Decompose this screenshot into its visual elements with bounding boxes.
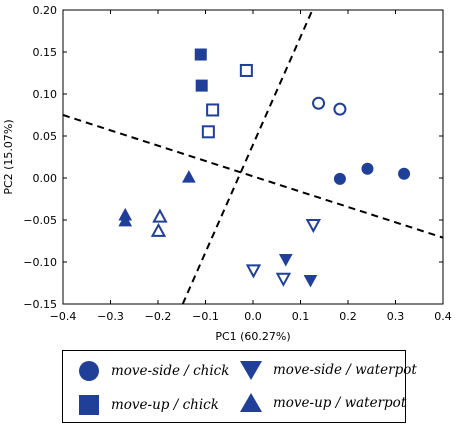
y-tick-label: −0.15 <box>23 298 57 311</box>
open-triangle-down-marker <box>275 272 292 287</box>
open-triangle-down-marker <box>245 264 262 279</box>
legend: move-side / chick move-side / waterpot m… <box>62 350 417 423</box>
legend-item-move-up-waterpot: move-up / waterpot <box>239 391 406 415</box>
filled-square-marker <box>194 48 207 61</box>
legend-item-move-up-chick: move-up / chick <box>77 393 219 417</box>
plot-frame <box>62 9 444 305</box>
ticks-layer: −0.4 −0.3 −0.2 −0.1 0.0 0.1 0.2 0.3 0.4 −0.15 −0.1… <box>23 4 451 323</box>
open-triangle-up-marker <box>150 222 167 237</box>
filled-square-marker <box>195 79 208 92</box>
filled-triangle-up-marker <box>118 213 133 227</box>
y-tick-label: 0.00 <box>33 172 58 185</box>
open-triangle-down-marker <box>305 219 322 234</box>
filled-circle-marker <box>361 162 374 175</box>
legend-item-move-side-waterpot: move-side / waterpot <box>239 358 417 382</box>
scatter-chart: −0.4 −0.3 −0.2 −0.1 0.0 0.1 0.2 0.3 0.4 −0.15 −0.1… <box>2 4 452 343</box>
open-triangle-up-marker <box>152 208 168 223</box>
y-tick-label: 0.20 <box>33 4 58 17</box>
x-tick-label: −0.1 <box>192 310 219 323</box>
y-axis-label: PC2 (15.07%) <box>2 119 15 194</box>
filled-triangle-up-marker <box>182 170 196 183</box>
x-tick-label: −0.3 <box>97 310 124 323</box>
legend-label: move-side / waterpot <box>273 362 417 378</box>
y-tick-label: 0.05 <box>33 130 58 143</box>
open-square-marker <box>239 63 253 77</box>
filled-circle-marker <box>333 172 346 185</box>
y-tick-label: −0.10 <box>23 256 57 269</box>
x-tick-label: −0.2 <box>145 310 172 323</box>
open-square-marker <box>201 125 215 139</box>
filled-square-icon <box>79 395 99 415</box>
x-tick-label: 0.2 <box>339 310 357 323</box>
legend-label: move-up / waterpot <box>273 395 407 411</box>
legend-label: move-side / chick <box>111 363 230 379</box>
x-tick-label: 0.1 <box>292 310 310 323</box>
y-tick-label: 0.15 <box>33 46 58 59</box>
filled-circle-marker <box>398 167 411 180</box>
x-axis-label: PC1 (60.27%) <box>215 330 290 343</box>
open-circle-marker <box>333 102 347 116</box>
legend-label: move-up / chick <box>111 397 219 413</box>
divider-line <box>63 114 443 239</box>
filled-triangle-down-icon <box>240 361 262 380</box>
divider-line <box>181 10 314 304</box>
filled-triangle-down-marker <box>303 274 318 288</box>
data-points <box>118 48 411 288</box>
y-tick-label: −0.05 <box>23 214 57 227</box>
open-square-marker <box>206 103 220 117</box>
filled-circle-icon <box>79 361 99 381</box>
filled-triangle-down-marker <box>278 253 293 267</box>
x-tick-label: −0.4 <box>50 310 77 323</box>
x-tick-label: 0.3 <box>387 310 405 323</box>
x-tick-label: 0.0 <box>244 310 262 323</box>
divider-lines <box>63 10 443 304</box>
x-tick-label: 0.4 <box>434 310 452 323</box>
filled-triangle-up-icon <box>240 393 262 412</box>
open-circle-marker <box>312 96 326 110</box>
legend-item-move-side-chick: move-side / chick <box>77 359 229 383</box>
y-tick-label: 0.10 <box>33 88 58 101</box>
